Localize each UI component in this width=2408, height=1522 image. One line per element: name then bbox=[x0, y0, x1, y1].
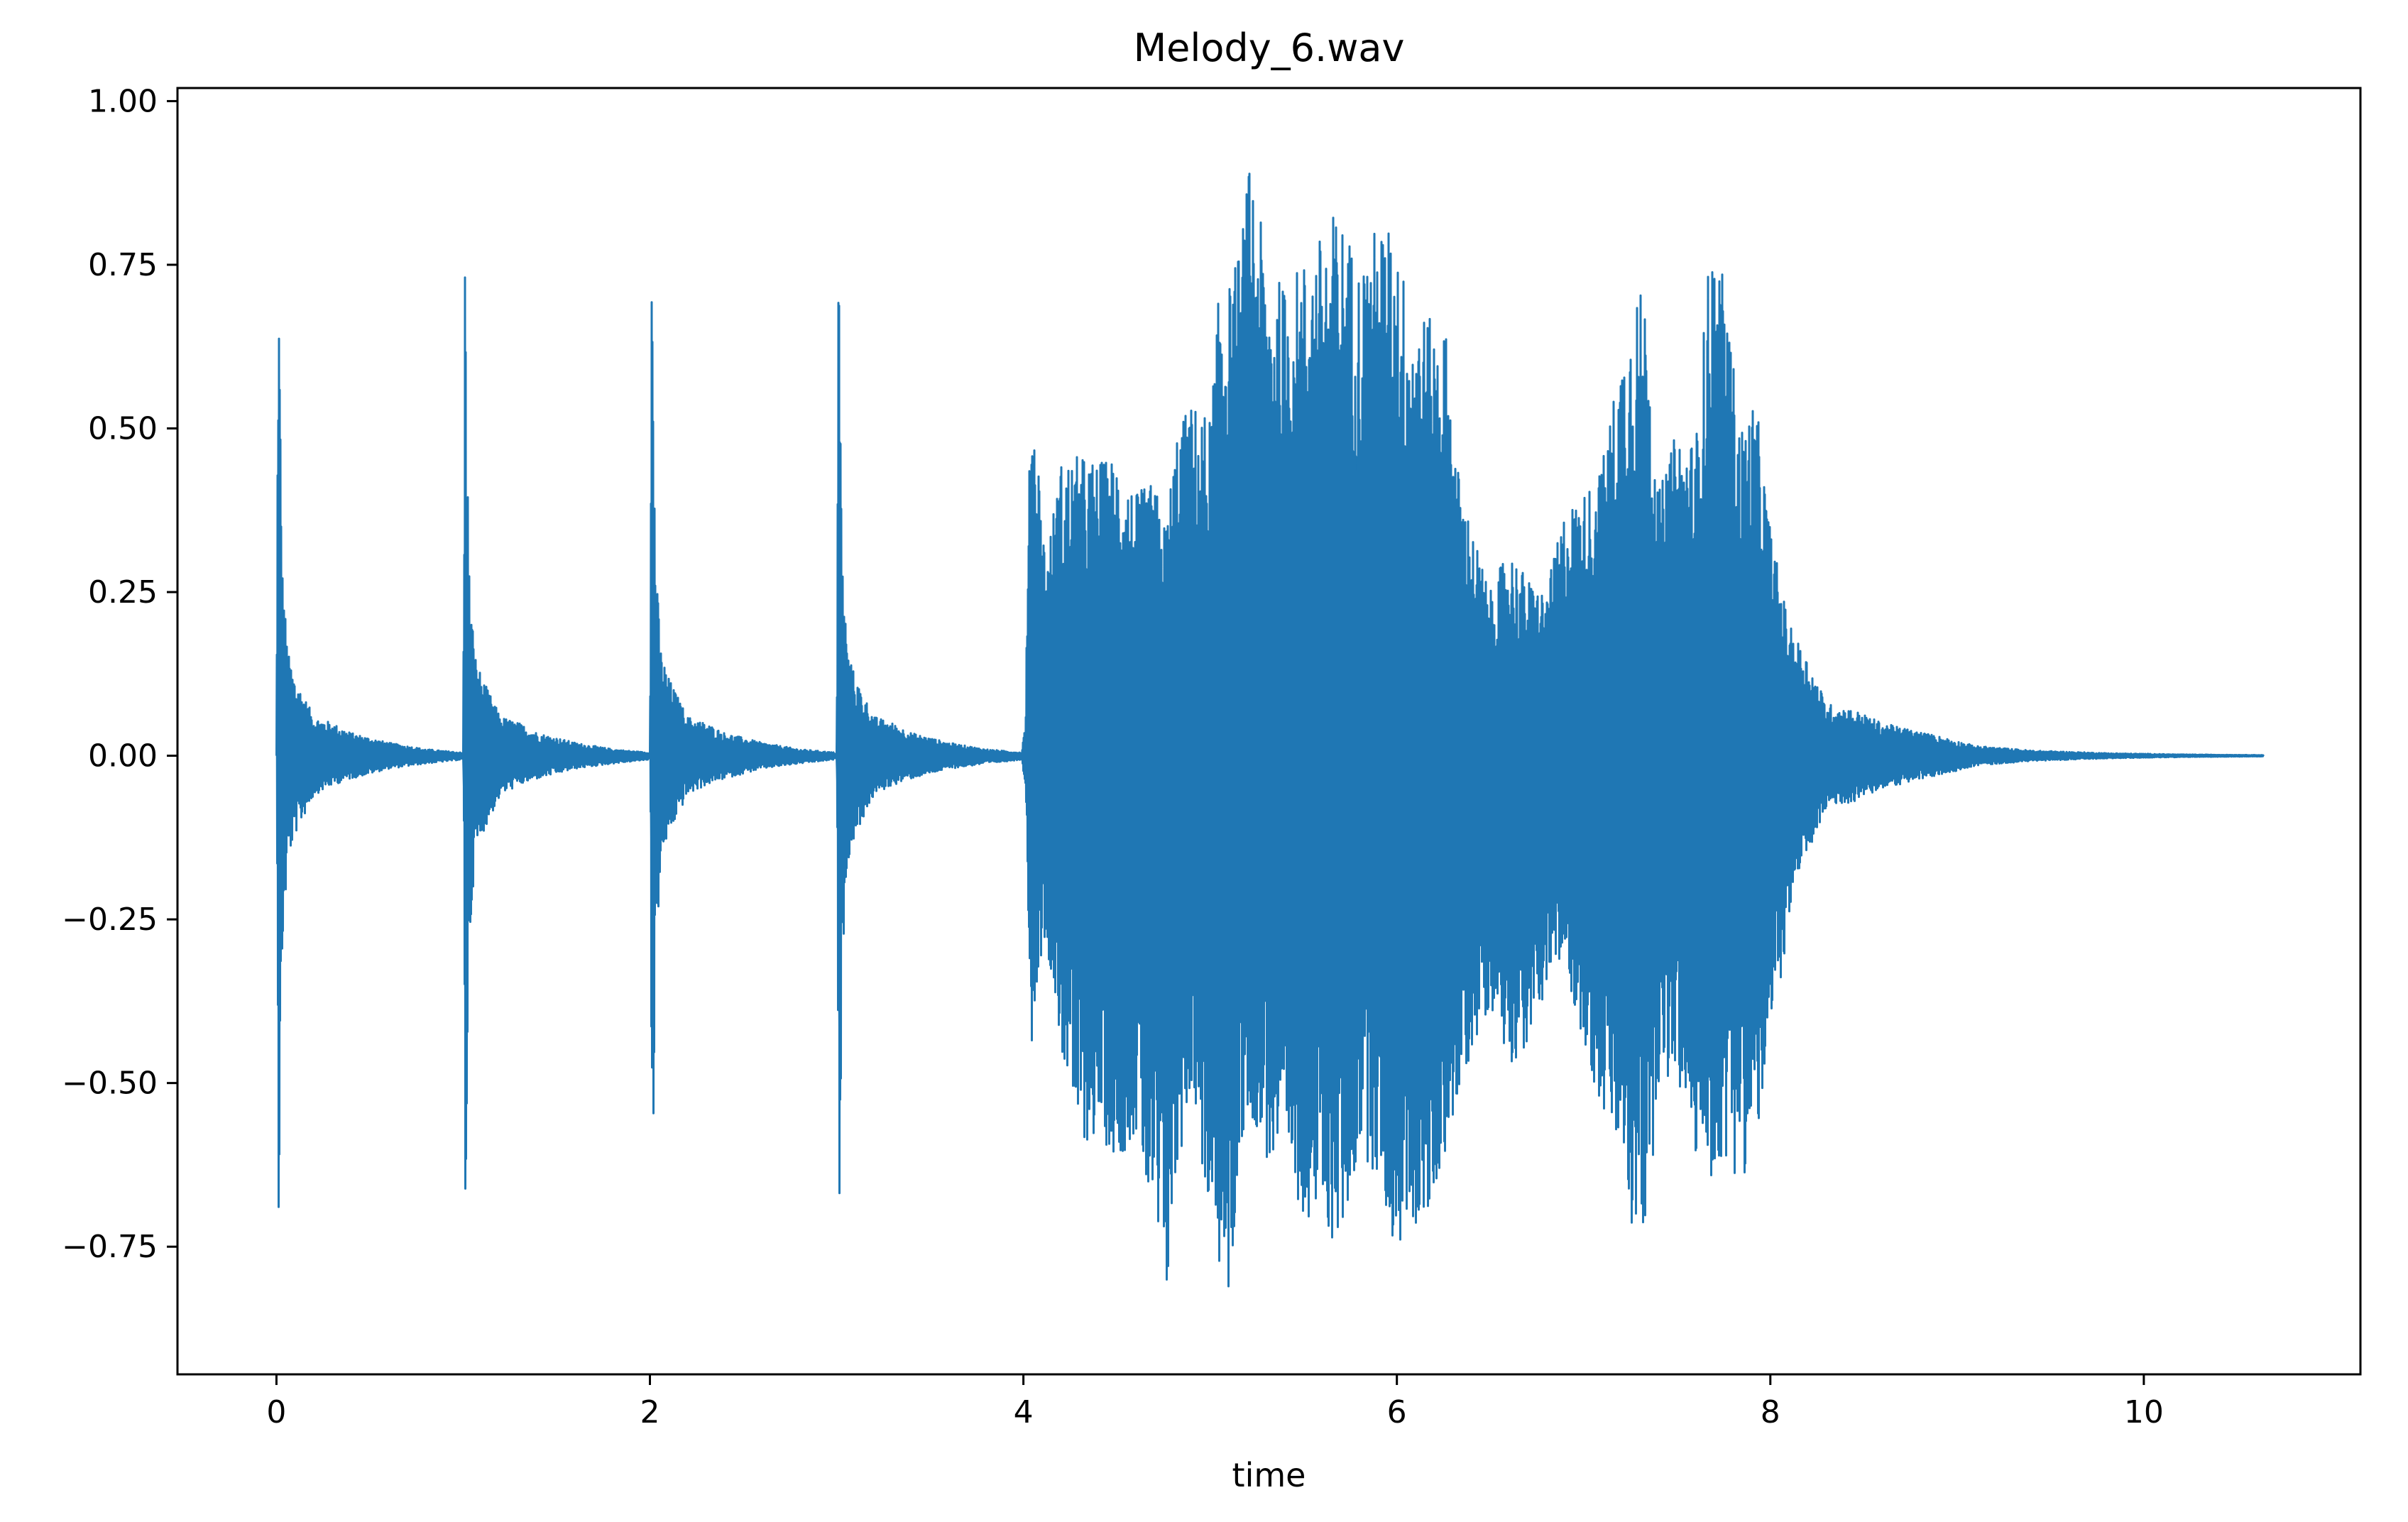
y-tick-label: 0.50 bbox=[88, 411, 158, 447]
axes-frame bbox=[176, 87, 2362, 1376]
x-tick-label: 2 bbox=[640, 1394, 660, 1430]
y-tick-label: −0.50 bbox=[62, 1066, 158, 1102]
x-axis-label: time bbox=[1232, 1456, 1306, 1494]
x-tick-label: 10 bbox=[2124, 1394, 2164, 1430]
y-tick-label: 0.75 bbox=[88, 247, 158, 283]
x-axis: 0 2 4 6 8 10 bbox=[266, 1374, 2164, 1430]
y-tick-label: 0.00 bbox=[88, 738, 158, 774]
x-tick-label: 8 bbox=[1761, 1394, 1780, 1430]
chart-title: Melody_6.wav bbox=[1134, 26, 1405, 70]
x-tick-label: 0 bbox=[266, 1394, 286, 1430]
x-tick-label: 4 bbox=[1014, 1394, 1034, 1430]
plot-area bbox=[275, 173, 2265, 1288]
y-tick-label: 0.25 bbox=[88, 574, 158, 611]
y-tick-label: −0.25 bbox=[62, 902, 158, 938]
y-axis: 1.00 0.75 0.50 0.25 0.00 −0.25 −0.50 −0.75 bbox=[62, 83, 177, 1265]
y-tick-label: 1.00 bbox=[88, 83, 158, 119]
y-tick-label: −0.75 bbox=[62, 1229, 158, 1265]
waveform-line bbox=[275, 173, 2265, 1288]
x-tick-label: 6 bbox=[1387, 1394, 1407, 1430]
